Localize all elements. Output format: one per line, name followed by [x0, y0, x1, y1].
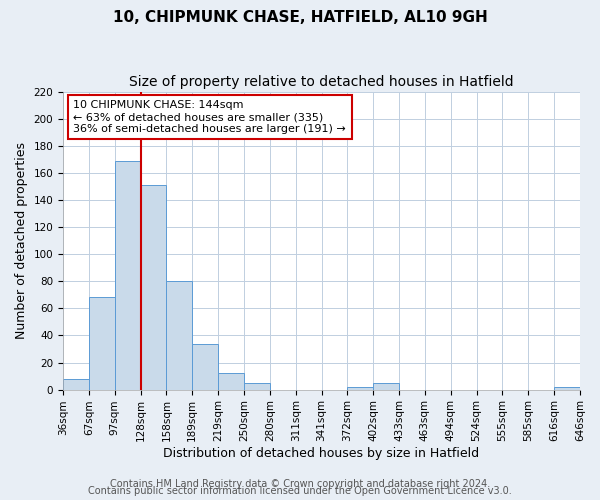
- Bar: [192, 344, 218, 390]
- Bar: [166, 281, 192, 390]
- Bar: [554, 387, 580, 390]
- Text: Contains HM Land Registry data © Crown copyright and database right 2024.: Contains HM Land Registry data © Crown c…: [110, 479, 490, 489]
- X-axis label: Distribution of detached houses by size in Hatfield: Distribution of detached houses by size …: [163, 447, 479, 460]
- Title: Size of property relative to detached houses in Hatfield: Size of property relative to detached ho…: [129, 75, 514, 89]
- Bar: [218, 374, 244, 390]
- Text: Contains public sector information licensed under the Open Government Licence v3: Contains public sector information licen…: [88, 486, 512, 496]
- Bar: [63, 379, 89, 390]
- Bar: [140, 185, 166, 390]
- Text: 10 CHIPMUNK CHASE: 144sqm
← 63% of detached houses are smaller (335)
36% of semi: 10 CHIPMUNK CHASE: 144sqm ← 63% of detac…: [73, 100, 346, 134]
- Bar: [347, 387, 373, 390]
- Bar: [115, 160, 140, 390]
- Bar: [244, 383, 270, 390]
- Bar: [373, 383, 399, 390]
- Y-axis label: Number of detached properties: Number of detached properties: [15, 142, 28, 339]
- Text: 10, CHIPMUNK CHASE, HATFIELD, AL10 9GH: 10, CHIPMUNK CHASE, HATFIELD, AL10 9GH: [113, 10, 487, 25]
- Bar: [89, 298, 115, 390]
